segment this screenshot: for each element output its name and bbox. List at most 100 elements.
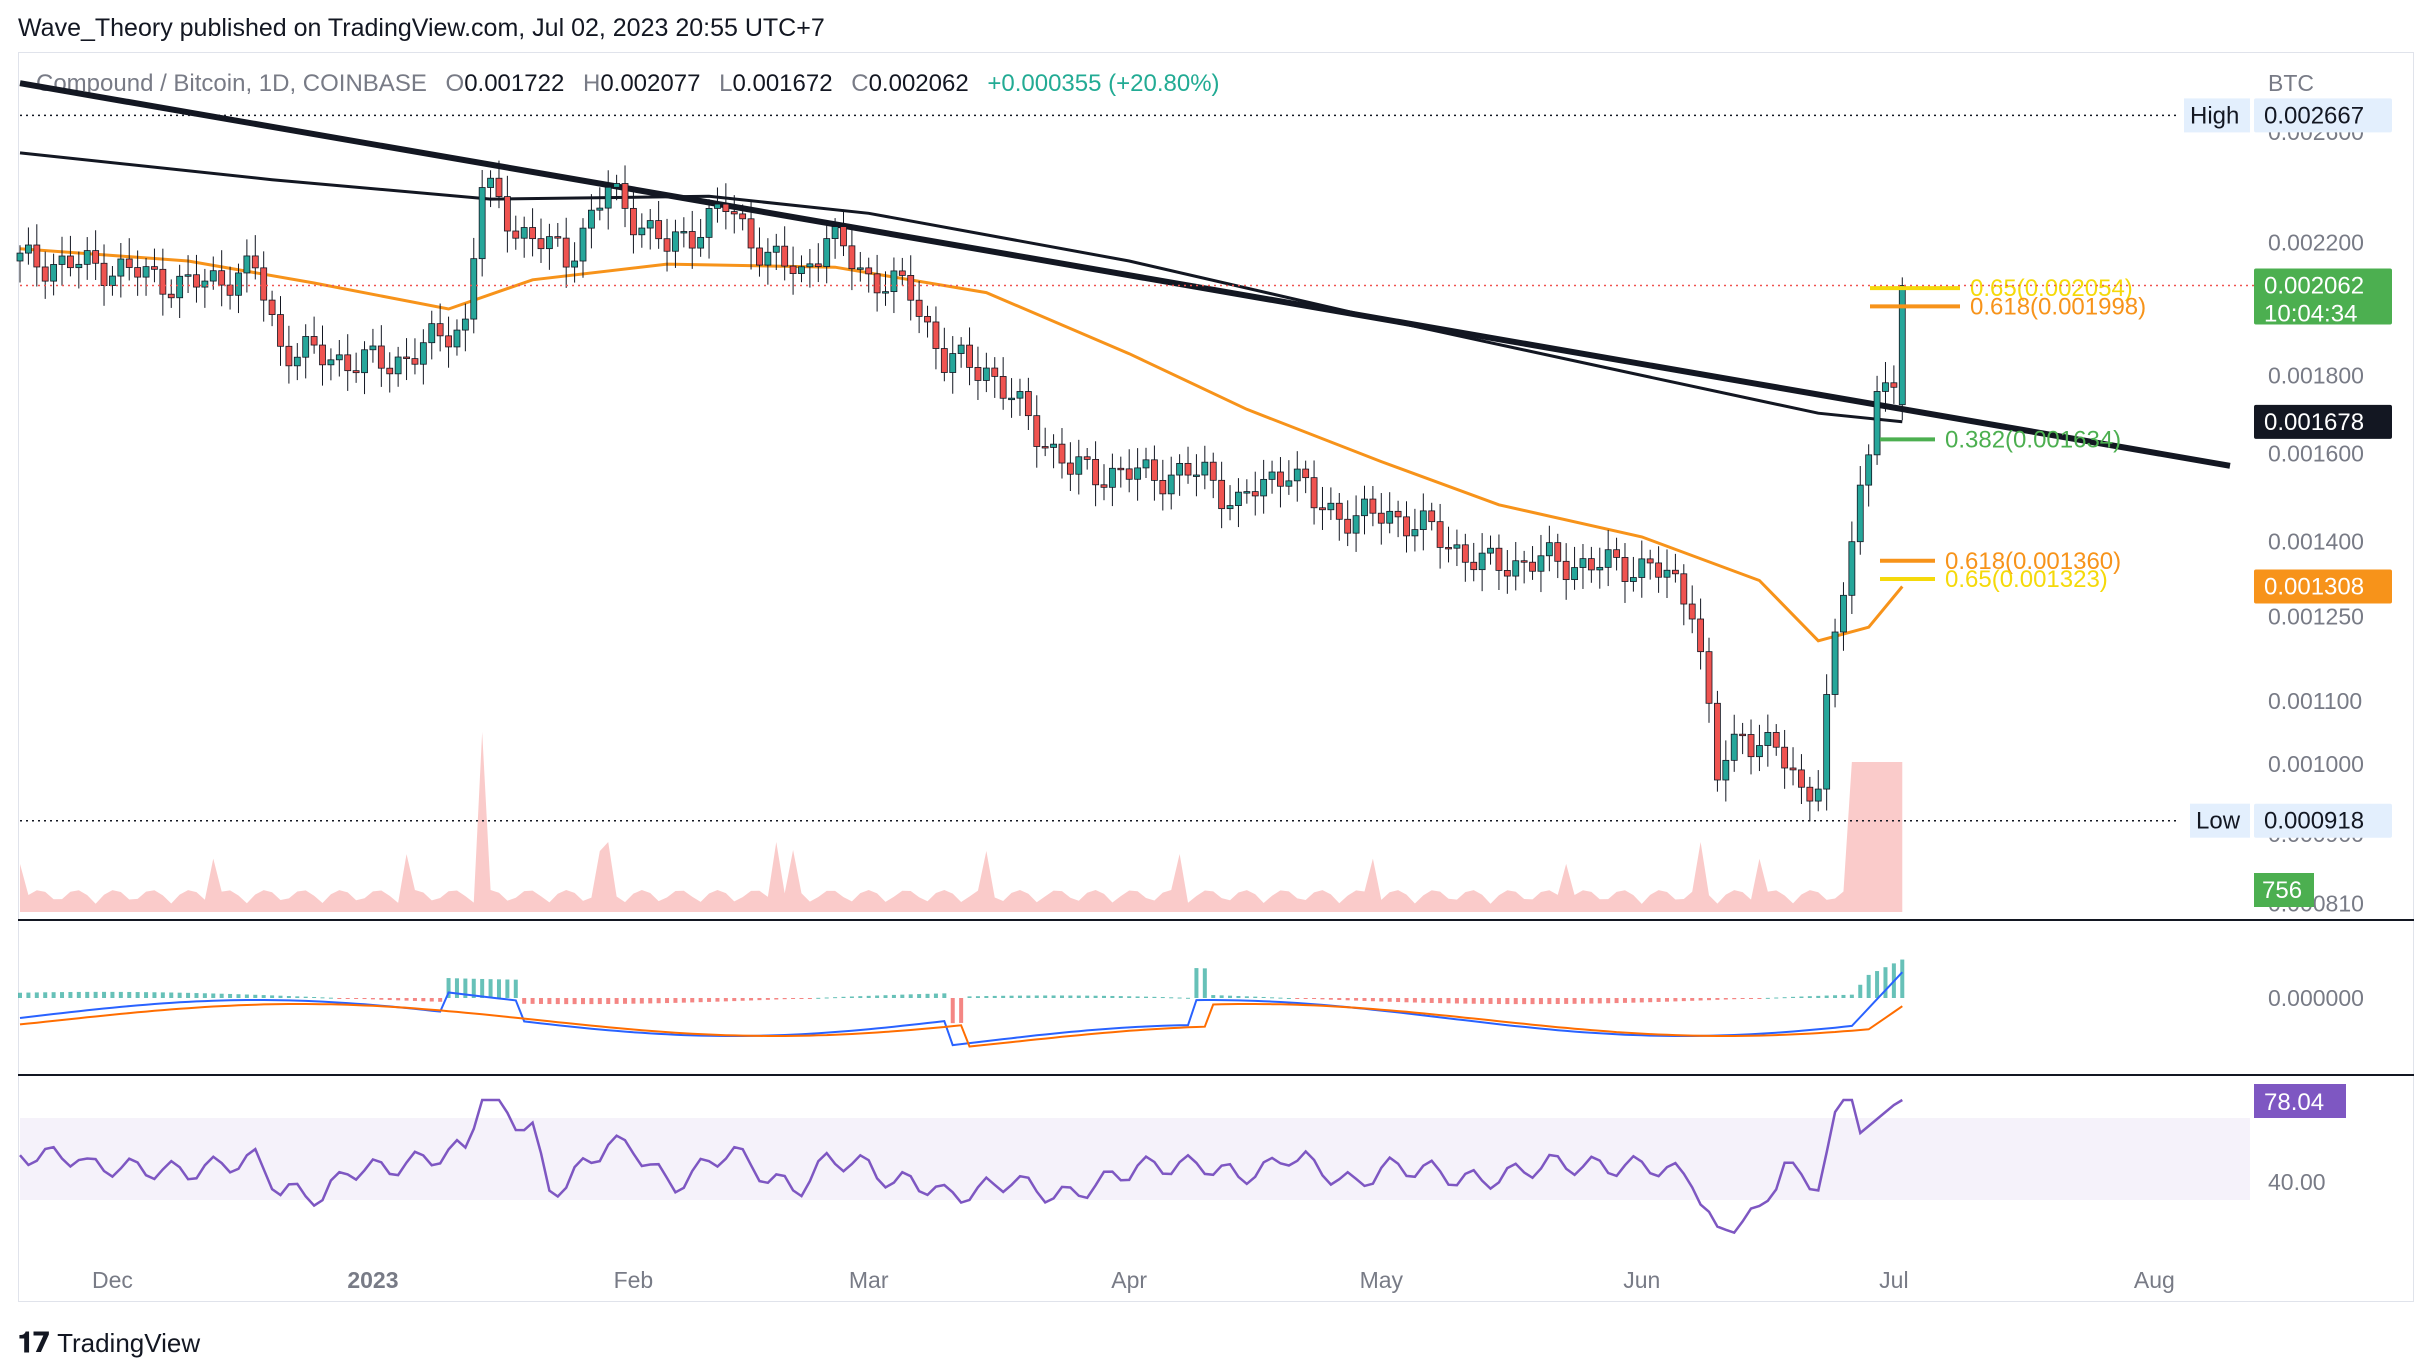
candle	[957, 337, 965, 368]
macd-histogram-bar	[1690, 998, 1695, 1001]
candle-body	[125, 258, 133, 268]
candle-body	[1503, 570, 1511, 577]
candle	[1503, 550, 1511, 594]
candle	[478, 170, 486, 277]
candle-body	[1033, 415, 1041, 447]
candle-body	[529, 227, 536, 240]
candle-body	[630, 207, 637, 236]
macd-histogram-bar	[631, 998, 636, 1004]
tradingview-logo[interactable]: 𝟏𝟳 TradingView	[18, 1326, 200, 1360]
macd-histogram-bar	[824, 997, 829, 999]
candle	[193, 254, 200, 303]
signal-line	[19, 1003, 1903, 1048]
candle-body	[562, 237, 570, 268]
macd-histogram-bar	[303, 996, 308, 998]
candle	[621, 165, 629, 228]
candle-body	[974, 367, 982, 381]
candle-body	[747, 218, 755, 249]
symbol-name[interactable]: Compound / Bitcoin, 1D, COINBASE	[36, 70, 427, 97]
fib-level-label: 0.382(0.001634)	[1945, 426, 2121, 453]
candle-body	[1016, 391, 1024, 399]
candle-body	[419, 342, 427, 365]
macd-histogram-bar	[606, 998, 611, 1004]
candle	[1108, 453, 1116, 507]
candle	[873, 254, 881, 312]
candle	[562, 217, 570, 288]
macd-histogram-bar	[1068, 995, 1073, 998]
candle	[235, 263, 242, 314]
candle	[646, 208, 654, 250]
candle	[1705, 637, 1713, 723]
candle-body	[680, 231, 688, 234]
macd-histogram-bar	[1749, 998, 1754, 999]
candle-body	[1596, 566, 1604, 571]
time-tick-label: Aug	[2134, 1267, 2175, 1293]
candle-body	[1260, 478, 1268, 497]
low-label: L	[719, 70, 733, 97]
candle	[1806, 776, 1814, 822]
macd-histogram-bar	[379, 998, 384, 1000]
macd-histogram-bar	[1555, 998, 1560, 1005]
macd-histogram-bar	[698, 998, 703, 1003]
candle	[386, 352, 394, 393]
candle-body	[1613, 549, 1620, 558]
macd-histogram-bar	[1135, 996, 1140, 998]
candle	[369, 328, 377, 363]
candle-body	[1310, 477, 1318, 509]
macd-histogram-bar	[295, 996, 300, 998]
candle-body	[739, 213, 747, 220]
candle-body	[1697, 618, 1705, 653]
macd-histogram-bar	[1328, 998, 1333, 1000]
candle	[1587, 546, 1595, 583]
macd-histogram-bar	[244, 994, 249, 998]
macd-histogram-bar	[925, 993, 930, 998]
low-tag-value: 0.000918	[2264, 808, 2364, 835]
candle-body	[772, 245, 780, 253]
candle-body	[1495, 547, 1503, 571]
macd-histogram-bar	[68, 991, 73, 998]
candle	[1092, 441, 1099, 507]
macd-histogram-bar	[1858, 984, 1863, 998]
candle-body	[411, 358, 419, 365]
macd-histogram-bar	[1622, 998, 1627, 1003]
candle-body	[1537, 555, 1545, 572]
candle	[25, 227, 32, 265]
macd-histogram-bar	[102, 991, 107, 998]
candle	[1562, 543, 1570, 600]
candle	[1193, 454, 1200, 497]
macd-histogram-bar	[1320, 998, 1325, 1000]
candle-body	[1092, 458, 1099, 486]
price-tick-label: 0.001800	[2268, 362, 2364, 388]
candle-body	[915, 299, 923, 317]
candle	[672, 219, 679, 268]
candle	[1545, 525, 1553, 572]
candle	[1008, 378, 1015, 418]
candle	[1730, 714, 1738, 772]
candle	[1260, 459, 1268, 514]
macd-histogram-bar	[1043, 995, 1048, 998]
candle	[1470, 542, 1478, 582]
candle	[1638, 540, 1646, 598]
macd-histogram-bar	[1463, 998, 1468, 1004]
candle-body	[1856, 484, 1864, 543]
candle	[1058, 428, 1066, 479]
candle	[159, 248, 167, 316]
macd-histogram-bar	[1396, 998, 1401, 1003]
candle-body	[789, 265, 797, 274]
candle	[588, 194, 595, 249]
candle	[453, 319, 461, 356]
candle	[1764, 714, 1772, 767]
candle	[445, 316, 452, 368]
high-label: H	[582, 70, 601, 97]
macd-histogram-bar	[1387, 998, 1392, 1002]
macd-histogram-bar	[1337, 998, 1342, 1000]
macd-histogram-bar	[1177, 997, 1182, 999]
candle-body	[512, 230, 520, 239]
current-price-tag-bg	[2254, 268, 2392, 325]
moving-average-orange	[19, 247, 1904, 643]
macd-histogram-bar	[1295, 998, 1300, 999]
candle	[1075, 439, 1083, 495]
candle-body	[831, 226, 839, 239]
low-tag-bg	[2190, 803, 2250, 838]
